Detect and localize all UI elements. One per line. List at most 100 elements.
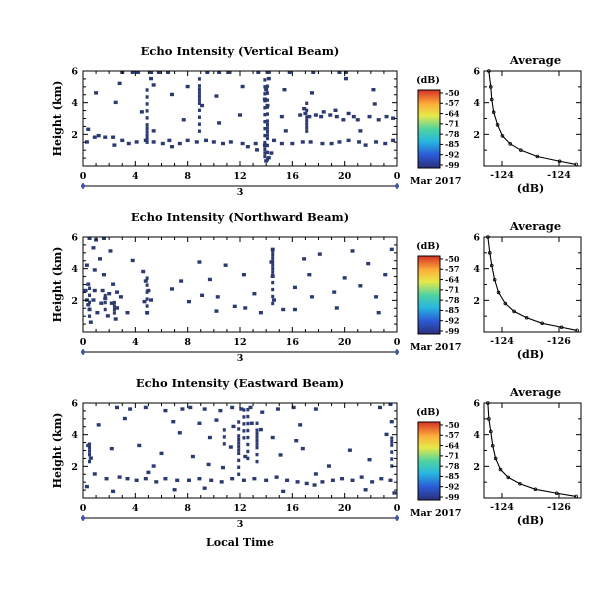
echo-cell bbox=[292, 285, 297, 290]
echo-cell bbox=[334, 306, 339, 310]
echo-cell bbox=[302, 107, 307, 111]
echo-cell bbox=[252, 477, 257, 481]
echo-cell bbox=[271, 256, 275, 260]
echo-cell bbox=[222, 442, 226, 446]
date-marker bbox=[395, 184, 399, 188]
echo-cell bbox=[265, 136, 269, 141]
echo-cell bbox=[328, 113, 333, 117]
echo-cell bbox=[319, 114, 324, 119]
y-tick-label: 2 bbox=[71, 130, 78, 141]
echo-cell bbox=[255, 442, 259, 446]
echo-cell bbox=[237, 472, 241, 476]
echo-cell bbox=[252, 292, 257, 296]
average-frame bbox=[483, 236, 582, 333]
echo-cell bbox=[109, 301, 114, 305]
echo-cell bbox=[222, 435, 226, 439]
echo-cell bbox=[125, 311, 130, 315]
x-tick-label: -124 bbox=[490, 336, 514, 347]
echo-cell bbox=[307, 114, 312, 119]
echo-cell bbox=[220, 141, 225, 146]
echo-cell bbox=[197, 129, 201, 133]
echo-cell bbox=[88, 300, 92, 304]
echo-cell bbox=[265, 84, 269, 88]
echo-cell bbox=[145, 109, 149, 113]
echo-cell bbox=[175, 478, 180, 482]
echo-cell bbox=[389, 420, 394, 424]
date-marker bbox=[81, 184, 85, 188]
echo-cell bbox=[117, 81, 122, 86]
echo-cell bbox=[214, 94, 219, 98]
echo-cell bbox=[109, 446, 114, 451]
echo-cell bbox=[197, 477, 202, 481]
echo-cell bbox=[105, 314, 110, 318]
average-point bbox=[554, 491, 559, 496]
x-tick-label: 4 bbox=[132, 171, 139, 182]
echo-cell bbox=[91, 246, 96, 250]
echo-cell bbox=[390, 436, 394, 440]
echo-cell bbox=[88, 459, 92, 464]
echo-cell bbox=[265, 98, 269, 102]
colorbar-tick-label: -85 bbox=[445, 139, 459, 149]
x-axis-label: (dB) bbox=[517, 348, 544, 361]
echo-cell bbox=[88, 442, 92, 446]
echo-cell bbox=[346, 111, 351, 116]
echo-cell bbox=[103, 293, 107, 298]
echo-cell bbox=[112, 311, 116, 315]
echo-cell bbox=[237, 458, 241, 463]
echo-cell bbox=[143, 279, 148, 283]
echo-cell bbox=[270, 435, 275, 440]
echo-cell bbox=[265, 119, 269, 123]
date-marker bbox=[81, 350, 85, 354]
echo-cell bbox=[309, 91, 314, 95]
echo-cell bbox=[172, 488, 177, 492]
echo-cell bbox=[197, 115, 201, 119]
echo-cell bbox=[260, 410, 265, 414]
x-tick-label: -124 bbox=[490, 170, 514, 181]
echo-cell bbox=[202, 407, 207, 411]
echo-cell bbox=[197, 98, 201, 102]
colorbar-tick-label: -92 bbox=[445, 482, 459, 492]
echo-cell bbox=[334, 114, 339, 119]
echo-cell bbox=[246, 414, 250, 419]
average-point bbox=[557, 159, 562, 164]
echo-cell bbox=[240, 141, 245, 146]
echo-cell bbox=[84, 263, 89, 267]
average-point bbox=[503, 301, 508, 306]
echo-cell bbox=[197, 77, 201, 81]
echo-cell bbox=[228, 445, 233, 449]
average-panel: Average 2 4 6 -124 -126(dB) bbox=[473, 385, 582, 527]
echo-cell bbox=[237, 437, 241, 442]
echo-cell bbox=[197, 87, 201, 92]
x-tick-label: 0 bbox=[394, 337, 401, 348]
x-tick-label: 12 bbox=[233, 337, 246, 348]
echo-cell bbox=[291, 405, 296, 410]
y-tick-label: 6 bbox=[71, 399, 78, 410]
echo-cell bbox=[232, 304, 237, 309]
x-tick-label: 4 bbox=[132, 337, 139, 348]
echo-cell bbox=[222, 428, 226, 432]
echo-cell bbox=[305, 101, 309, 105]
average-point bbox=[488, 85, 493, 89]
echo-cell bbox=[143, 405, 148, 410]
echo-cell bbox=[237, 441, 241, 445]
y-tick-label: 4 bbox=[71, 430, 78, 441]
echo-cell bbox=[112, 307, 116, 312]
date-marker bbox=[395, 350, 399, 354]
echo-cell bbox=[383, 141, 388, 146]
average-point bbox=[512, 309, 516, 314]
echo-cell bbox=[88, 320, 93, 324]
echo-cell bbox=[263, 92, 267, 96]
colorbar-tick-label: -64 bbox=[445, 108, 460, 118]
echo-cell bbox=[95, 311, 100, 315]
x-tick-label: 0 bbox=[80, 337, 87, 348]
average-frame bbox=[483, 402, 582, 499]
echo-cell bbox=[265, 133, 269, 137]
echo-cell bbox=[242, 415, 246, 419]
echo-cell bbox=[304, 481, 309, 486]
echo-cell bbox=[275, 407, 280, 411]
echo-cell bbox=[271, 253, 275, 257]
y-tick-label: 6 bbox=[473, 233, 480, 244]
echo-cell bbox=[265, 112, 269, 116]
echo-cell bbox=[197, 84, 201, 88]
